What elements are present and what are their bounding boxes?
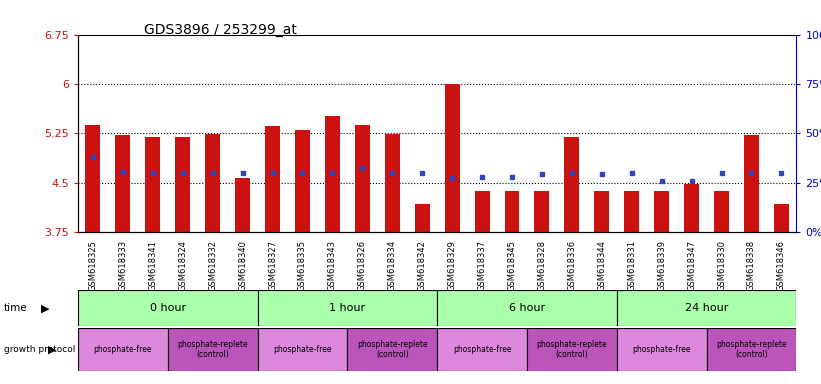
Bar [594,191,609,232]
Bar [205,134,220,232]
Bar [505,191,520,232]
Text: phosphate-free: phosphate-free [273,345,332,354]
Bar [347,328,438,371]
Text: ▶: ▶ [41,303,49,313]
Text: GDS3896 / 253299_at: GDS3896 / 253299_at [144,23,296,37]
Bar [78,328,167,371]
Text: phosphate-free: phosphate-free [453,345,511,354]
Text: phosphate-replete
(control): phosphate-replete (control) [357,340,428,359]
Bar [415,204,429,232]
Bar [385,134,400,232]
Bar [774,204,789,232]
Bar [235,178,250,232]
Bar [445,84,460,232]
Bar [145,137,160,232]
Text: phosphate-replete
(control): phosphate-replete (control) [537,340,608,359]
Bar [684,184,699,232]
Text: phosphate-free: phosphate-free [632,345,691,354]
Bar [714,191,729,232]
Bar [617,290,796,326]
Bar [258,328,347,371]
Text: phosphate-replete
(control): phosphate-replete (control) [716,340,787,359]
Bar [355,125,369,232]
Bar [295,130,310,232]
Text: 0 hour: 0 hour [149,303,186,313]
Bar [534,191,549,232]
Text: 1 hour: 1 hour [329,303,365,313]
Bar [258,290,438,326]
Bar [438,290,617,326]
Bar [167,328,258,371]
Text: phosphate-replete
(control): phosphate-replete (control) [177,340,248,359]
Bar [707,328,796,371]
Bar [564,137,580,232]
Bar [527,328,617,371]
Bar [744,136,759,232]
Bar [475,191,489,232]
Text: growth protocol: growth protocol [4,345,76,354]
Bar [78,290,258,326]
Bar [617,328,707,371]
Text: phosphate-free: phosphate-free [94,345,152,354]
Bar [175,137,190,232]
Bar [325,116,340,232]
Bar [654,191,669,232]
Text: 6 hour: 6 hour [509,303,545,313]
Bar [116,136,131,232]
Bar [265,126,280,232]
Bar [438,328,527,371]
Bar [85,125,100,232]
Bar [624,191,640,232]
Text: 24 hour: 24 hour [685,303,728,313]
Text: time: time [4,303,28,313]
Text: ▶: ▶ [48,344,56,354]
